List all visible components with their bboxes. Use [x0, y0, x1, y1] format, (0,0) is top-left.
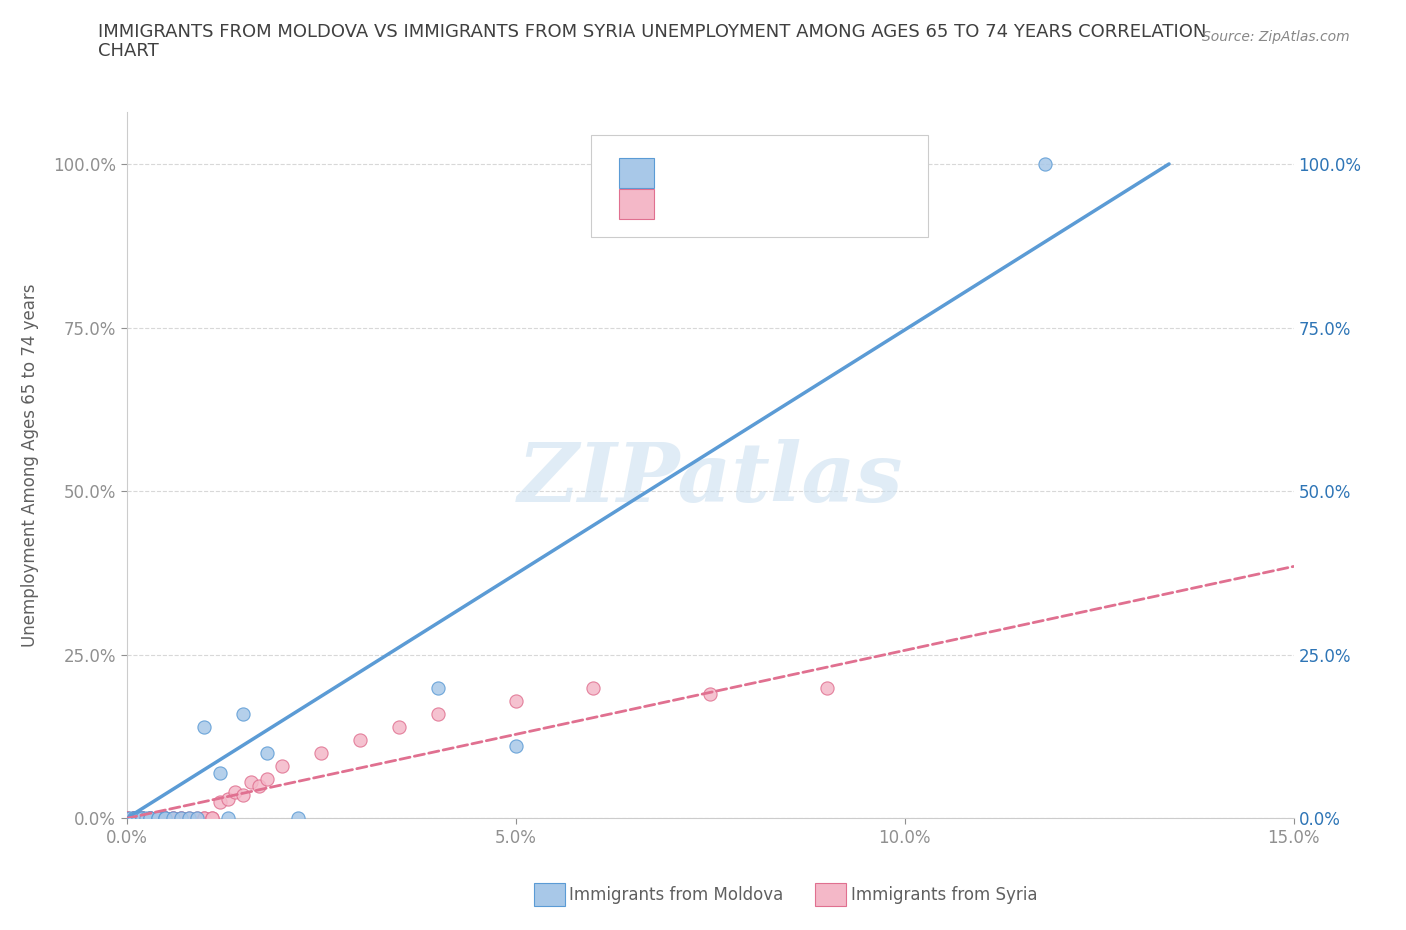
- Point: [170, 811, 193, 826]
- Point: [426, 680, 449, 695]
- Point: [170, 811, 193, 826]
- Point: [240, 775, 263, 790]
- Point: [193, 719, 215, 734]
- Point: [146, 811, 169, 826]
- Point: [146, 811, 169, 826]
- Point: [124, 811, 146, 826]
- Point: [232, 706, 254, 721]
- Point: [193, 811, 215, 826]
- Text: Immigrants from Moldova: Immigrants from Moldova: [569, 885, 783, 904]
- Point: [124, 811, 146, 826]
- Point: [208, 794, 231, 809]
- Point: [155, 811, 177, 826]
- Point: [139, 811, 162, 826]
- Point: [146, 811, 169, 826]
- Point: [115, 811, 138, 826]
- Text: CHART: CHART: [98, 42, 159, 60]
- Point: [124, 811, 146, 826]
- Point: [247, 778, 270, 793]
- Point: [193, 811, 215, 826]
- Point: [155, 811, 177, 826]
- Point: [155, 811, 177, 826]
- Text: R =  0.779   N = 26: R = 0.779 N = 26: [668, 164, 844, 182]
- Point: [177, 811, 200, 826]
- Point: [139, 811, 162, 826]
- Point: [426, 706, 449, 721]
- Point: [131, 811, 153, 826]
- Point: [201, 811, 224, 826]
- Text: ZIPatlas: ZIPatlas: [517, 439, 903, 519]
- Point: [139, 811, 162, 826]
- Text: IMMIGRANTS FROM MOLDOVA VS IMMIGRANTS FROM SYRIA UNEMPLOYMENT AMONG AGES 65 TO 7: IMMIGRANTS FROM MOLDOVA VS IMMIGRANTS FR…: [98, 23, 1206, 41]
- Point: [127, 811, 149, 826]
- Point: [115, 811, 138, 826]
- Point: [256, 772, 278, 787]
- Point: [208, 765, 231, 780]
- Point: [170, 811, 193, 826]
- Point: [115, 811, 138, 826]
- Point: [232, 788, 254, 803]
- Point: [271, 759, 294, 774]
- Point: [388, 719, 411, 734]
- Point: [139, 811, 162, 826]
- Point: [505, 739, 527, 754]
- Point: [146, 811, 169, 826]
- Point: [177, 811, 200, 826]
- Point: [186, 811, 208, 826]
- Point: [224, 785, 246, 800]
- Point: [256, 746, 278, 761]
- Point: [162, 811, 184, 826]
- Point: [135, 811, 157, 826]
- Point: [287, 811, 309, 826]
- Point: [131, 811, 153, 826]
- Point: [131, 811, 153, 826]
- Point: [186, 811, 208, 826]
- Point: [120, 811, 142, 826]
- Point: [1033, 156, 1056, 171]
- Point: [309, 746, 332, 761]
- Point: [582, 680, 605, 695]
- Point: [124, 811, 146, 826]
- Point: [124, 811, 146, 826]
- Point: [131, 811, 153, 826]
- Point: [155, 811, 177, 826]
- Point: [162, 811, 184, 826]
- Point: [217, 791, 239, 806]
- Point: [217, 811, 239, 826]
- Point: [131, 811, 153, 826]
- Y-axis label: Unemployment Among Ages 65 to 74 years: Unemployment Among Ages 65 to 74 years: [21, 284, 39, 646]
- Point: [201, 811, 224, 826]
- Point: [124, 811, 146, 826]
- Point: [131, 811, 153, 826]
- Point: [139, 811, 162, 826]
- Text: Immigrants from Syria: Immigrants from Syria: [851, 885, 1038, 904]
- Text: Source: ZipAtlas.com: Source: ZipAtlas.com: [1202, 30, 1350, 44]
- Point: [349, 733, 371, 748]
- Point: [155, 811, 177, 826]
- Point: [815, 680, 838, 695]
- Point: [162, 811, 184, 826]
- Point: [124, 811, 146, 826]
- Text: R =  0.500   N = 46: R = 0.500 N = 46: [668, 194, 844, 213]
- Point: [505, 693, 527, 708]
- Point: [699, 686, 721, 701]
